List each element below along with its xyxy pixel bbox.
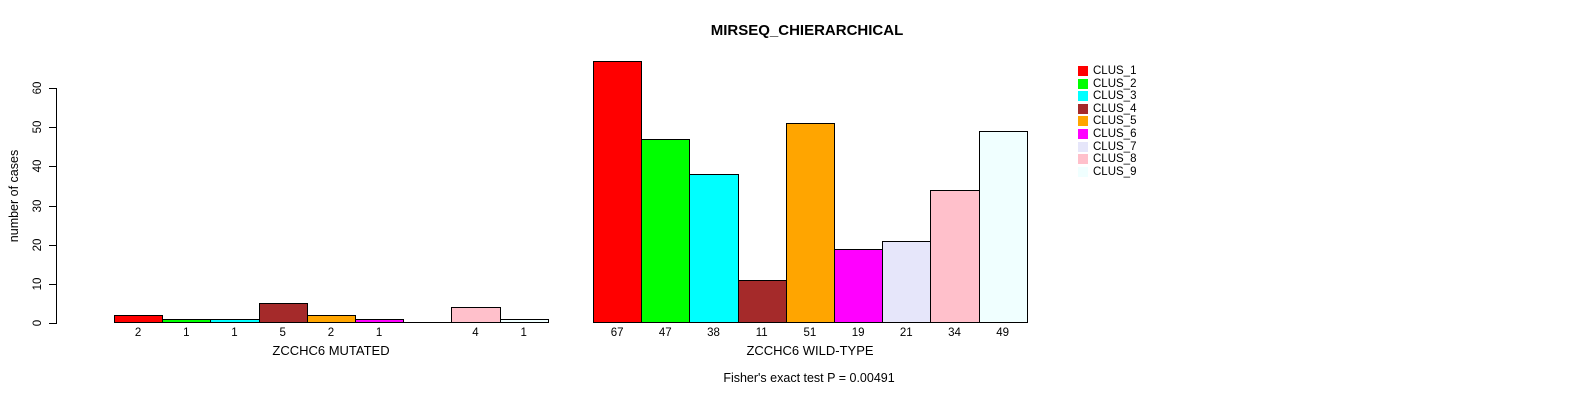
legend-color-swatch xyxy=(1078,103,1088,114)
bar-value-label: 21 xyxy=(899,327,913,339)
legend-color-swatch xyxy=(1078,154,1088,165)
y-axis-label: number of cases xyxy=(7,149,21,243)
y-tick-label: 40 xyxy=(32,159,44,173)
bar xyxy=(834,248,884,323)
bar xyxy=(499,319,549,323)
bar-value-label: 5 xyxy=(279,327,286,339)
bar-value-label: 2 xyxy=(134,327,142,339)
bar xyxy=(930,189,980,323)
legend-label: CLUS_8 xyxy=(1093,153,1137,166)
bar-value-label: 34 xyxy=(948,327,961,339)
y-tick xyxy=(49,127,56,128)
legend-color-swatch xyxy=(1078,116,1088,127)
bar-value-label: 51 xyxy=(803,327,817,339)
bar-value-label: 67 xyxy=(610,327,624,339)
chart-title: MIRSEQ_CHIERARCHICAL xyxy=(710,22,904,39)
y-tick xyxy=(49,166,56,167)
y-tick-label: 0 xyxy=(32,319,44,327)
bar-value-label: 2 xyxy=(327,327,335,339)
bar-value-label: 1 xyxy=(231,327,238,339)
y-axis-line xyxy=(56,88,57,324)
bar xyxy=(785,123,835,324)
bar xyxy=(355,319,405,323)
group-label-mutated: ZCCHC6 MUTATED xyxy=(272,343,390,358)
fisher-test-note: Fisher's exact test P = 0.00491 xyxy=(723,371,895,385)
bar-value-label: 1 xyxy=(375,327,383,339)
y-tick xyxy=(49,88,56,89)
bar-value-label: 1 xyxy=(520,327,527,339)
bar xyxy=(114,315,164,323)
legend-color-swatch xyxy=(1078,129,1088,139)
bar xyxy=(641,138,691,323)
y-tick xyxy=(49,206,56,207)
y-tick-label: 30 xyxy=(32,199,44,213)
bar-value-label: 47 xyxy=(658,327,672,339)
legend-color-swatch xyxy=(1078,66,1088,76)
legend-color-swatch xyxy=(1078,91,1088,102)
bar-value-label: 19 xyxy=(851,327,865,339)
legend-label: CLUS_3 xyxy=(1093,90,1137,103)
legend-label: CLUS_5 xyxy=(1093,115,1137,128)
y-tick-label: 50 xyxy=(32,120,44,134)
bar xyxy=(451,307,501,323)
bar-value-label: 49 xyxy=(996,327,1010,339)
bar-value-label: 11 xyxy=(755,327,768,339)
bar xyxy=(978,131,1028,323)
bar xyxy=(210,319,260,323)
legend-label: CLUS_9 xyxy=(1093,165,1137,178)
bar xyxy=(689,174,739,323)
legend-label: CLUS_2 xyxy=(1093,77,1137,90)
bar xyxy=(258,303,308,323)
y-tick-label: 60 xyxy=(32,81,44,95)
bar xyxy=(162,319,212,323)
legend-label: CLUS_7 xyxy=(1093,140,1137,153)
bar xyxy=(882,240,932,324)
bar xyxy=(737,279,787,323)
legend-label: CLUS_4 xyxy=(1093,102,1137,115)
legend-label: CLUS_6 xyxy=(1093,128,1137,140)
y-tick xyxy=(49,245,56,246)
legend-color-swatch xyxy=(1078,141,1088,152)
bar-value-label: 4 xyxy=(472,327,479,339)
legend-label: CLUS_1 xyxy=(1093,65,1137,77)
bar xyxy=(306,315,356,323)
legend-color-swatch xyxy=(1078,166,1088,177)
y-tick xyxy=(49,284,56,285)
y-tick-label: 20 xyxy=(32,238,44,252)
bar-value-label: 1 xyxy=(183,327,190,339)
bar xyxy=(593,60,643,323)
y-tick-label: 10 xyxy=(32,277,44,291)
bar-value-label: 38 xyxy=(707,327,720,339)
group-label-wildtype: ZCCHC6 WILD-TYPE xyxy=(746,343,874,358)
y-tick xyxy=(49,323,56,324)
legend-color-swatch xyxy=(1078,78,1088,89)
